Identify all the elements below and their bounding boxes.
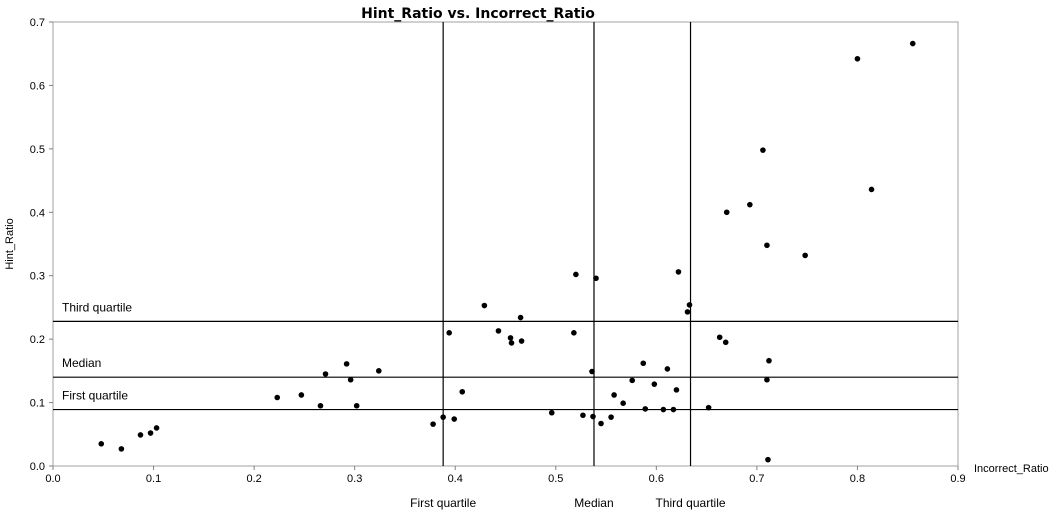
data-point xyxy=(909,40,916,47)
data-point xyxy=(517,314,524,321)
data-point xyxy=(347,376,354,383)
vertical-reference-label: First quartile xyxy=(410,496,476,510)
y-tick-label: 0.3 xyxy=(30,271,45,283)
data-point xyxy=(98,441,105,447)
data-point xyxy=(660,406,667,413)
data-point xyxy=(147,430,154,436)
x-tick-label: 0.6 xyxy=(649,473,664,485)
data-point xyxy=(608,414,614,420)
data-point xyxy=(376,368,382,374)
data-point xyxy=(664,366,671,372)
data-point xyxy=(451,416,458,422)
data-point xyxy=(274,394,281,401)
y-tick-label: 0.4 xyxy=(30,207,45,219)
data-point xyxy=(716,334,723,341)
x-tick-label: 0.9 xyxy=(950,473,965,485)
x-axis: 0.0 0.1 0.2 0.3 0.4 0.5 0.6 0.7 0.8 0.9 xyxy=(45,466,966,485)
data-point xyxy=(802,252,808,259)
x-tick-label: 0.5 xyxy=(548,473,563,485)
y-tick-label: 0.1 xyxy=(30,398,45,410)
data-point xyxy=(651,381,658,387)
data-point xyxy=(593,275,599,282)
y-tick-label: 0.5 xyxy=(30,144,45,156)
data-point xyxy=(590,413,596,420)
vertical-reference-label: Median xyxy=(574,496,613,510)
x-axis-label: Incorrect_Ratio xyxy=(974,463,1049,475)
data-points xyxy=(98,40,916,463)
data-point xyxy=(611,392,617,398)
data-point xyxy=(343,361,350,367)
data-point xyxy=(153,425,160,431)
x-tick-label: 0.0 xyxy=(45,473,60,485)
data-point xyxy=(118,446,125,452)
data-point xyxy=(764,376,770,383)
data-point xyxy=(481,302,488,309)
data-point xyxy=(675,269,682,275)
data-point xyxy=(620,400,626,407)
reference-lines: First quartile Median Third quartile Third … xyxy=(53,22,958,510)
data-point xyxy=(747,201,753,208)
data-point xyxy=(598,420,604,427)
horizontal-reference-label: First quartile xyxy=(62,389,128,403)
y-tick-label: 0.2 xyxy=(30,334,45,346)
horizontal-reference-label: Third quartile xyxy=(62,300,132,314)
y-tick-label: 0.0 xyxy=(30,461,45,473)
horizontal-reference-label: Median xyxy=(62,356,101,370)
vertical-reference-label: Third quartile xyxy=(656,496,726,510)
data-point xyxy=(854,55,861,62)
data-point xyxy=(705,404,712,411)
data-point xyxy=(760,147,766,153)
x-tick-label: 0.1 xyxy=(146,473,161,485)
y-tick-label: 0.7 xyxy=(30,17,45,29)
x-tick-label: 0.8 xyxy=(850,473,865,485)
data-point xyxy=(686,302,693,308)
data-point xyxy=(137,432,144,438)
data-point xyxy=(589,368,595,375)
y-axis-label: Hint_Ratio xyxy=(4,218,16,269)
data-point xyxy=(642,406,649,412)
data-point xyxy=(764,242,770,249)
data-point xyxy=(508,340,515,346)
data-point xyxy=(640,360,647,367)
data-point xyxy=(322,371,329,377)
data-point xyxy=(673,387,680,393)
data-point xyxy=(573,271,579,278)
data-point xyxy=(518,338,525,344)
x-tick-label: 0.4 xyxy=(448,473,463,485)
y-tick-label: 0.6 xyxy=(30,80,45,92)
data-point xyxy=(353,402,360,409)
data-point xyxy=(459,388,466,395)
data-point xyxy=(507,335,514,341)
data-point xyxy=(723,209,730,216)
data-point xyxy=(298,392,305,398)
data-point xyxy=(580,412,586,419)
data-point xyxy=(722,339,729,346)
data-point xyxy=(446,330,452,336)
data-point xyxy=(670,406,677,413)
data-point xyxy=(765,456,771,463)
data-point xyxy=(868,186,875,193)
data-point xyxy=(629,377,635,384)
data-point xyxy=(495,328,502,334)
data-point xyxy=(440,414,446,420)
y-axis: 0.0 0.1 0.2 0.3 0.4 0.5 0.6 0.7 xyxy=(30,17,53,473)
x-tick-label: 0.7 xyxy=(749,473,764,485)
data-point xyxy=(766,357,772,364)
data-point xyxy=(430,421,436,427)
plot-area-frame xyxy=(52,21,959,467)
chart-title: Hint_Ratio vs. Incorrect_Ratio xyxy=(361,6,595,22)
data-point xyxy=(684,309,691,315)
x-tick-label: 0.2 xyxy=(246,473,261,485)
x-tick-label: 0.3 xyxy=(347,473,362,485)
data-point xyxy=(548,409,555,416)
data-point xyxy=(571,330,577,336)
data-point xyxy=(317,402,324,409)
